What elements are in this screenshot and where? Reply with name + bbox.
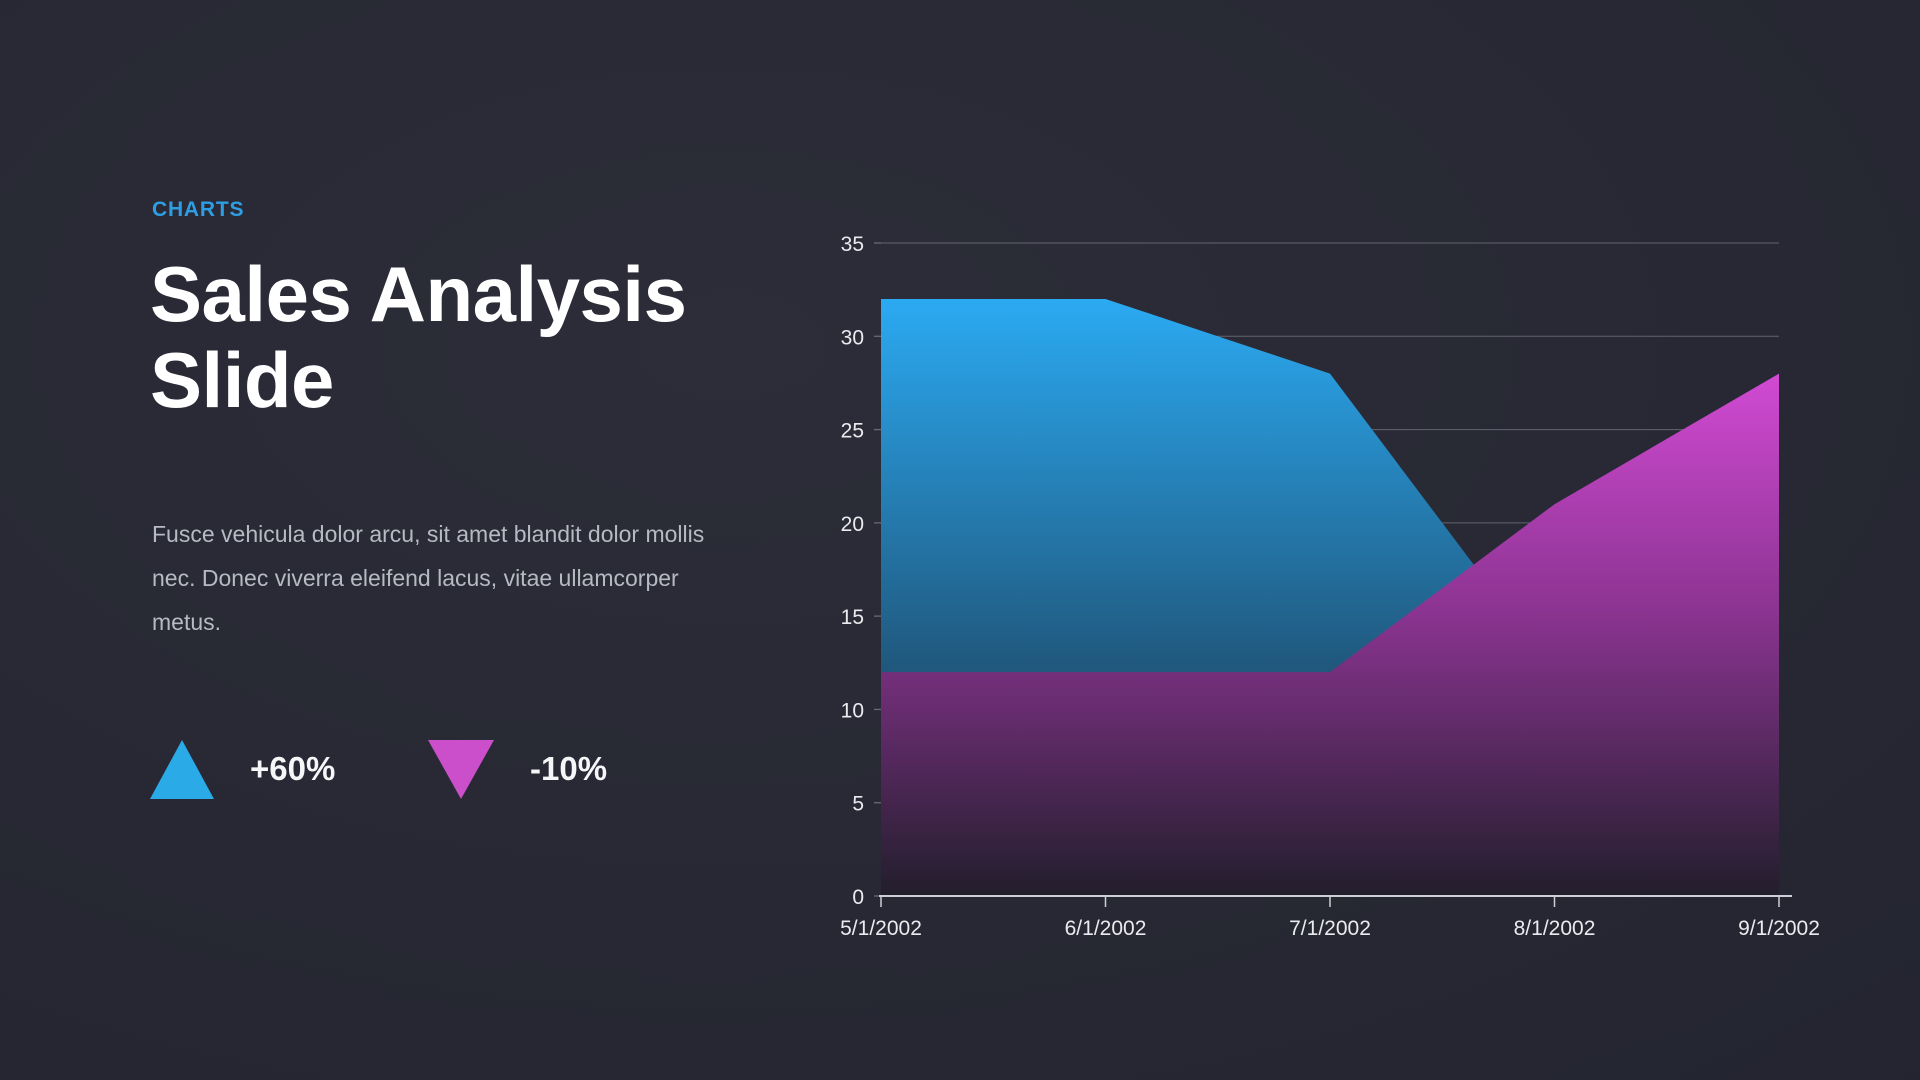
indicator-down: -10% xyxy=(428,739,607,799)
y-tick-label: 5 xyxy=(852,793,864,816)
chart-container: 0 5 10 15 20 25 30 35 5/1/2002 6/1/2002 7/1/2002 8… xyxy=(820,220,1820,960)
up-triangle-icon xyxy=(150,739,214,799)
chart-y-labels: 0 5 10 15 20 25 30 35 xyxy=(841,233,864,909)
y-tick-label: 20 xyxy=(841,513,864,536)
y-tick-label: 35 xyxy=(841,233,864,256)
x-tick-label: 9/1/2002 xyxy=(1738,917,1820,940)
page-title: Sales Analysis Slide xyxy=(150,250,687,424)
x-tick-label: 6/1/2002 xyxy=(1065,917,1147,940)
indicator-down-value: -10% xyxy=(530,750,608,787)
y-tick-label: 25 xyxy=(841,420,864,443)
x-tick-label: 5/1/2002 xyxy=(840,917,922,940)
y-tick-label: 0 xyxy=(852,886,864,909)
indicator-up: +60% xyxy=(150,739,335,799)
y-tick-label: 30 xyxy=(841,326,864,349)
chart-x-labels: 5/1/2002 6/1/2002 7/1/2002 8/1/2002 9/1/2002 xyxy=(840,917,1820,940)
y-tick-label: 15 xyxy=(841,606,864,629)
body-paragraph: Fusce vehicula dolor arcu, sit amet blan… xyxy=(152,521,705,635)
chart-areas xyxy=(881,298,1779,897)
down-triangle-icon xyxy=(428,739,494,799)
down-triangle-shape xyxy=(428,739,494,799)
kicker-label: CHARTS xyxy=(152,198,245,221)
chart-axis xyxy=(874,242,1792,907)
sales-area-chart: 0 5 10 15 20 25 30 35 5/1/2002 6/1/2002 7/1/2002 8… xyxy=(840,233,1820,940)
magenta-series-area xyxy=(881,373,1779,897)
up-triangle-shape xyxy=(150,739,214,799)
indicator-up-value: +60% xyxy=(250,750,336,787)
x-tick-label: 7/1/2002 xyxy=(1289,917,1371,940)
x-tick-label: 8/1/2002 xyxy=(1514,917,1596,940)
y-tick-label: 10 xyxy=(841,699,864,722)
